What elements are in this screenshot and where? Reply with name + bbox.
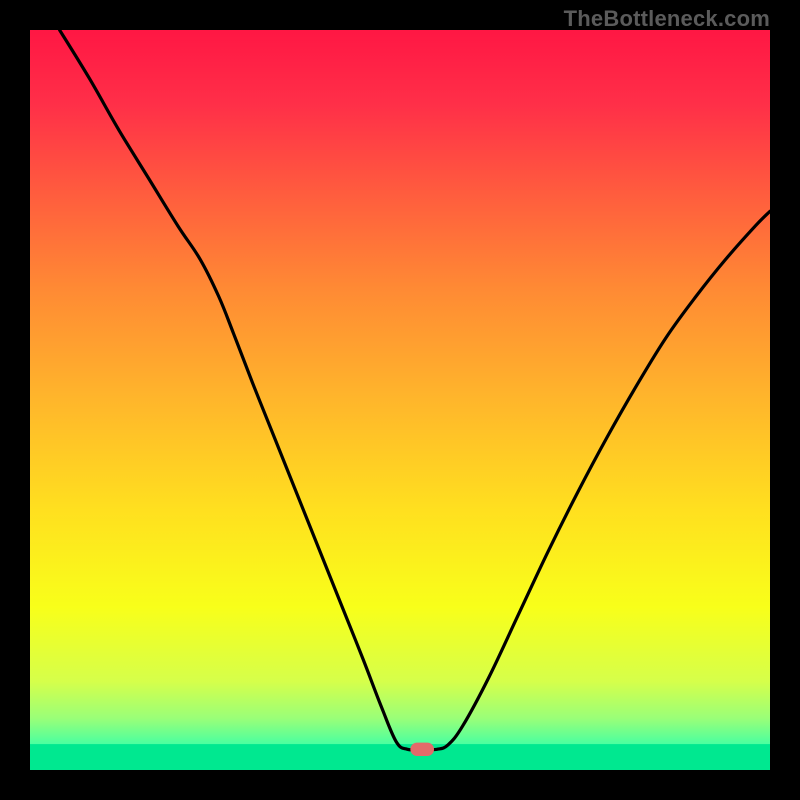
plot-area <box>30 30 770 770</box>
optimum-marker <box>410 743 434 756</box>
plot-svg <box>30 30 770 770</box>
gradient-background <box>30 30 770 770</box>
chart-container: TheBottleneck.com <box>0 0 800 800</box>
watermark-text: TheBottleneck.com <box>564 6 770 32</box>
